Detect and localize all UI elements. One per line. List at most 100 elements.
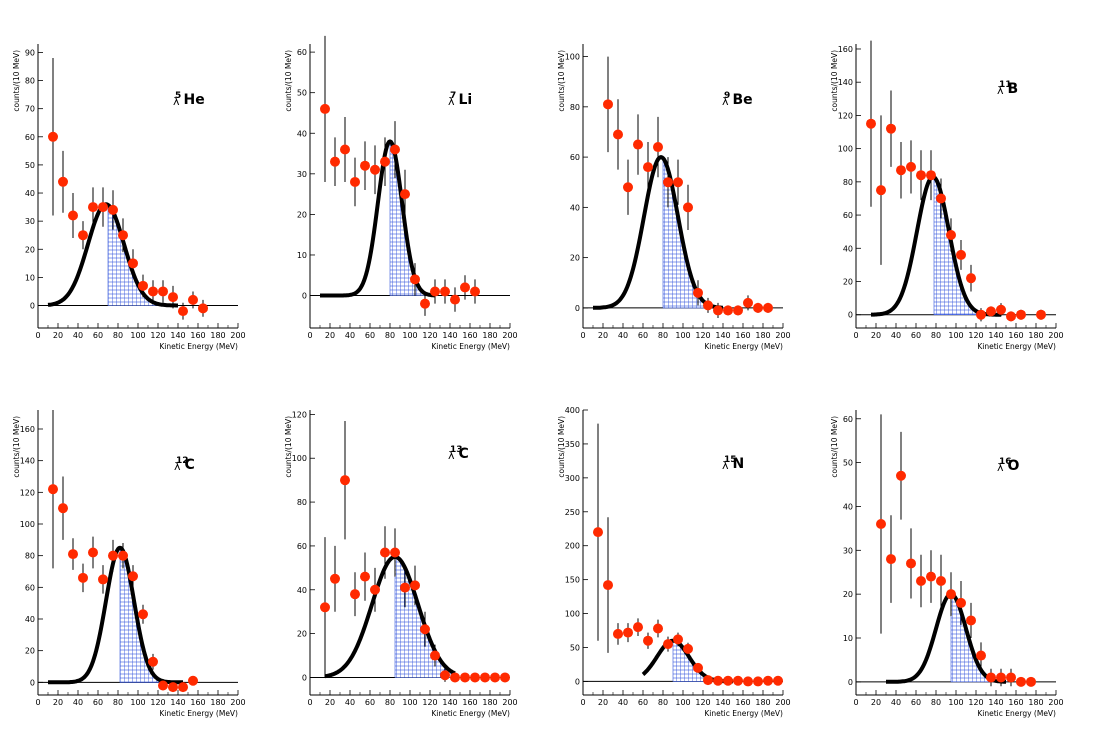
spectrum-panel-12C: 0 20 40 60 80 100 120 140 160 180 200 0 20 40 60 80 100 1… bbox=[12, 410, 246, 718]
spectrum-panel-7Li: 0 20 40 60 80 100 120 140 160 180 200 0 10 20 30 40 50 60… bbox=[284, 35, 518, 351]
spectrum-panel-9Be: 0 20 40 60 80 100 120 140 160 180 200 0 20 40 60 80 100 K… bbox=[557, 44, 791, 351]
x-tick-label: 200 bbox=[502, 331, 517, 340]
x-tick-label: 0 bbox=[853, 698, 858, 707]
nucleus-mass-number: 13 bbox=[450, 445, 463, 455]
nucleus-mass-number: 16 bbox=[999, 457, 1012, 467]
data-point bbox=[158, 680, 168, 691]
spectrum-panel-16O: 0 20 40 60 80 100 120 140 160 180 200 0 10 20 30 40 50 60… bbox=[830, 410, 1064, 718]
y-tick-label: 20 bbox=[570, 254, 580, 263]
data-point bbox=[78, 572, 88, 583]
fit-curve bbox=[592, 155, 724, 310]
nucleus-symbol: C bbox=[459, 446, 469, 462]
x-tick-label: 40 bbox=[891, 698, 901, 707]
data-point bbox=[966, 615, 976, 626]
data-point bbox=[370, 164, 380, 175]
x-tick-label: 60 bbox=[638, 331, 648, 340]
nucleus-label: 12λ C bbox=[174, 456, 195, 473]
lambda-symbol: λ bbox=[448, 449, 455, 462]
data-point bbox=[48, 484, 58, 495]
data-point bbox=[420, 298, 430, 309]
data-point bbox=[613, 129, 623, 140]
x-tick-label: 0 bbox=[307, 698, 312, 707]
y-tick-label: 160 bbox=[20, 425, 35, 434]
nucleus-mass-number: 11 bbox=[999, 80, 1012, 90]
y-tick-label: 60 bbox=[25, 133, 35, 142]
y-axis-title: counts/(10 MeV) bbox=[830, 416, 839, 478]
data-point bbox=[623, 627, 633, 638]
y-tick-label: 200 bbox=[565, 542, 580, 551]
data-point bbox=[88, 547, 98, 558]
x-tick-label: 180 bbox=[482, 698, 497, 707]
x-tick-label: 0 bbox=[307, 331, 312, 340]
data-point bbox=[490, 672, 500, 683]
data-point bbox=[1016, 676, 1026, 687]
nucleus-symbol: C bbox=[185, 457, 195, 473]
y-tick-label: 10 bbox=[843, 634, 853, 643]
data-point bbox=[68, 210, 78, 221]
x-tick-label: 180 bbox=[210, 698, 225, 707]
x-tick-label: 200 bbox=[775, 331, 790, 340]
data-point bbox=[743, 676, 753, 687]
x-tick-label: 40 bbox=[618, 331, 628, 340]
x-tick-label: 100 bbox=[675, 698, 690, 707]
x-tick-label: 120 bbox=[695, 331, 710, 340]
data-point bbox=[380, 547, 390, 558]
x-tick-label: 20 bbox=[871, 331, 881, 340]
data-point bbox=[360, 571, 370, 582]
data-point bbox=[633, 139, 643, 150]
x-tick-label: 80 bbox=[931, 698, 941, 707]
y-tick-label: 20 bbox=[843, 277, 853, 286]
x-tick-label: 80 bbox=[658, 331, 668, 340]
data-point bbox=[673, 177, 683, 188]
y-tick-label: 60 bbox=[570, 153, 580, 162]
x-tick-label: 180 bbox=[755, 698, 770, 707]
x-tick-label: 60 bbox=[93, 331, 103, 340]
data-point bbox=[966, 273, 976, 284]
data-point bbox=[713, 675, 723, 686]
x-tick-label: 60 bbox=[638, 698, 648, 707]
data-point bbox=[138, 280, 148, 291]
data-point bbox=[896, 470, 906, 481]
data-point bbox=[48, 131, 58, 142]
x-axis-title: Kinetic Energy (MeV) bbox=[977, 709, 1056, 718]
data-point bbox=[906, 161, 916, 172]
y-tick-label: 40 bbox=[570, 203, 580, 212]
x-axis-title: Kinetic Energy (MeV) bbox=[159, 342, 238, 351]
data-point bbox=[733, 305, 743, 316]
data-point bbox=[68, 549, 78, 560]
x-tick-label: 140 bbox=[442, 331, 457, 340]
y-tick-label: 50 bbox=[25, 161, 35, 170]
x-axis-title: Kinetic Energy (MeV) bbox=[977, 342, 1056, 351]
x-tick-label: 0 bbox=[35, 331, 40, 340]
data-point bbox=[633, 622, 643, 633]
data-point bbox=[108, 204, 118, 215]
spectrum-panel-11B: 0 20 40 60 80 100 120 140 160 180 200 0 20 40 60 80 100 1… bbox=[830, 40, 1064, 351]
x-tick-label: 100 bbox=[130, 331, 145, 340]
data-point bbox=[643, 635, 653, 646]
data-point bbox=[643, 162, 653, 173]
x-tick-label: 100 bbox=[402, 698, 417, 707]
y-tick-label: 80 bbox=[843, 178, 853, 187]
data-point bbox=[753, 676, 763, 687]
y-tick-label: 80 bbox=[25, 77, 35, 86]
spectrum-panel-13C: 0 20 40 60 80 100 120 140 160 180 200 0 20 40 60 80 100 1… bbox=[284, 410, 518, 718]
data-point bbox=[956, 597, 966, 608]
x-tick-label: 40 bbox=[345, 331, 355, 340]
y-tick-label: 80 bbox=[570, 103, 580, 112]
data-point bbox=[693, 287, 703, 298]
y-tick-label: 10 bbox=[25, 273, 35, 282]
data-point bbox=[976, 650, 986, 661]
lambda-symbol: λ bbox=[173, 95, 180, 108]
x-tick-label: 160 bbox=[1008, 698, 1023, 707]
y-tick-label: 100 bbox=[565, 610, 580, 619]
y-tick-label: 160 bbox=[838, 45, 853, 54]
y-tick-label: 0 bbox=[848, 311, 853, 320]
x-tick-label: 20 bbox=[53, 698, 63, 707]
y-tick-label: 80 bbox=[25, 552, 35, 561]
data-point bbox=[936, 576, 946, 586]
data-point bbox=[128, 258, 138, 269]
data-point bbox=[360, 160, 370, 171]
y-tick-label: 400 bbox=[565, 406, 580, 415]
data-point bbox=[653, 623, 663, 634]
data-point bbox=[168, 292, 178, 303]
